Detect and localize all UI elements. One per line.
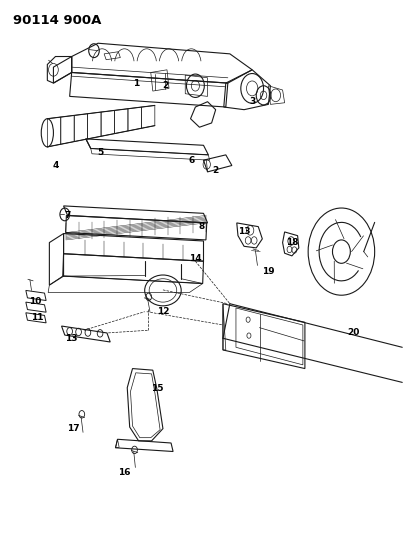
Text: 14: 14 [189, 254, 202, 263]
Text: 2: 2 [212, 166, 219, 175]
Text: 13: 13 [66, 334, 78, 343]
Text: 16: 16 [118, 468, 131, 477]
Text: 2: 2 [162, 81, 168, 90]
Text: 8: 8 [198, 222, 205, 231]
Text: 7: 7 [64, 212, 71, 221]
Text: 10: 10 [29, 296, 42, 305]
Text: 17: 17 [68, 424, 80, 433]
Text: 90114 900A: 90114 900A [13, 14, 101, 27]
Text: 15: 15 [151, 384, 163, 393]
Text: 13: 13 [238, 228, 250, 237]
Text: 18: 18 [287, 238, 299, 247]
Text: 12: 12 [157, 307, 169, 316]
Text: 1: 1 [133, 78, 140, 87]
Text: 19: 19 [262, 268, 275, 276]
Text: 4: 4 [52, 161, 59, 170]
Text: 5: 5 [97, 148, 103, 157]
Text: 11: 11 [31, 312, 44, 321]
Text: 20: 20 [348, 328, 360, 337]
Text: 6: 6 [188, 156, 195, 165]
Text: 3: 3 [249, 97, 255, 106]
